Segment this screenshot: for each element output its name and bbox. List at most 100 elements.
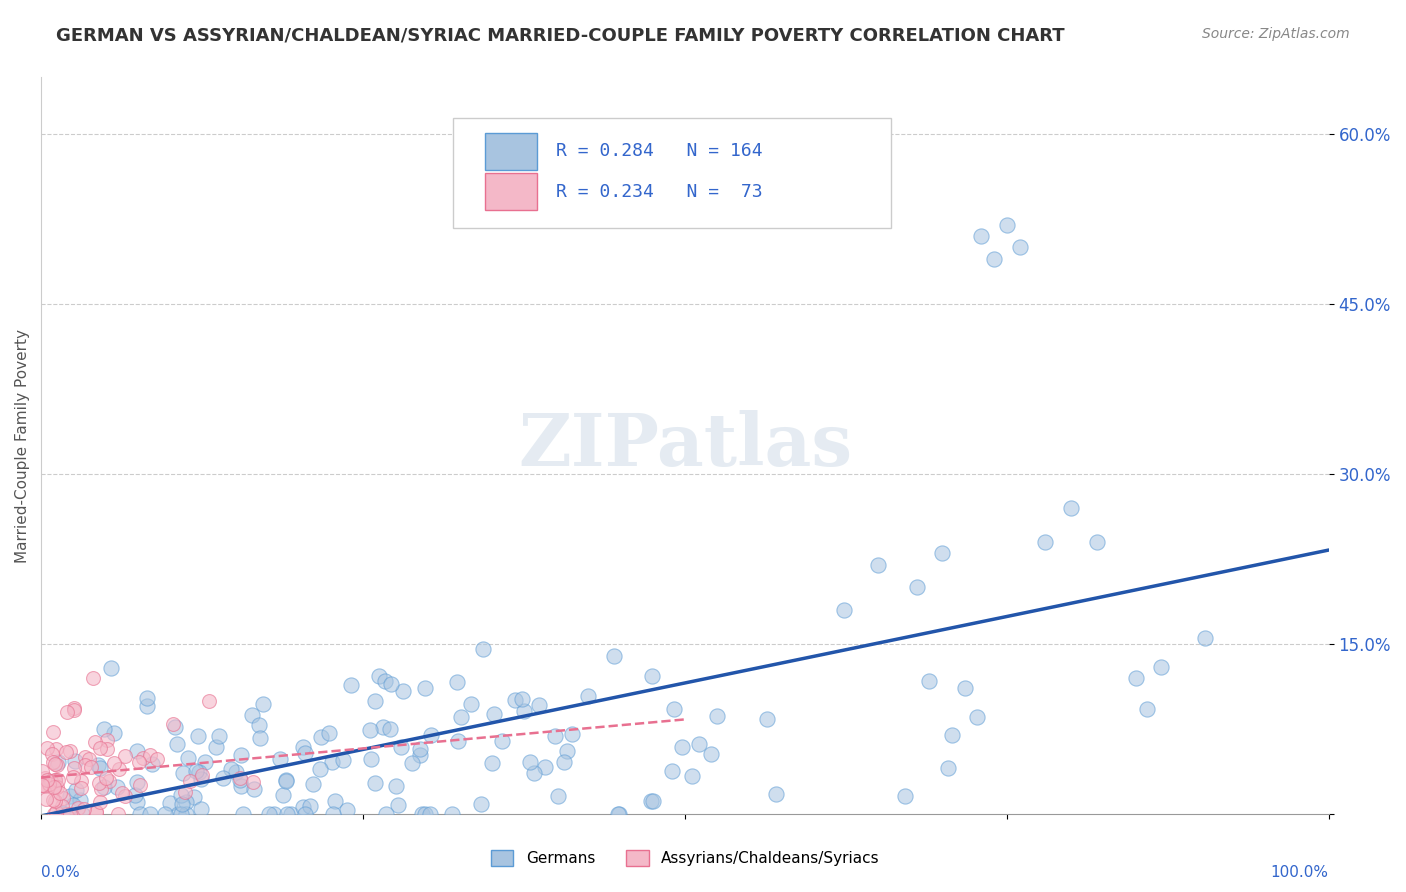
Point (229, 747, 252, 762)
Point (460, 697, 482, 711)
Point (242, 775, 264, 789)
Point (893, 789, 915, 803)
Point (172, 797, 194, 811)
Point (139, 747, 162, 762)
Point (59, 789, 82, 803)
Point (966, 710, 988, 724)
Point (706, 709, 728, 723)
Point (321, 756, 343, 770)
Point (204, 740, 226, 755)
Point (941, 728, 963, 742)
Point (170, 788, 193, 802)
Point (392, 684, 415, 698)
Point (166, 806, 188, 821)
Point (42, 780, 65, 794)
Point (46, 755, 69, 769)
Point (247, 717, 270, 731)
Point (257, 806, 280, 821)
Point (229, 771, 252, 785)
Point (1060, 501, 1083, 516)
Point (249, 731, 271, 746)
Point (174, 806, 197, 821)
Point (336, 803, 359, 817)
Point (1125, 671, 1147, 685)
Point (49, 786, 72, 800)
Point (446, 675, 468, 690)
Point (63, 761, 86, 775)
Point (66, 800, 89, 814)
Point (983, 252, 1005, 266)
Point (62, 797, 84, 812)
Point (84, 735, 107, 749)
Point (44, 779, 66, 793)
Point (1035, 535, 1057, 549)
Point (45, 741, 67, 756)
Point (84, 805, 107, 820)
Point (955, 681, 977, 695)
Point (194, 755, 217, 769)
Point (163, 720, 186, 734)
Point (219, 763, 242, 777)
Point (936, 761, 959, 775)
Point (183, 789, 205, 804)
Point (553, 756, 575, 770)
Point (1136, 702, 1159, 716)
Point (125, 744, 148, 758)
Point (294, 806, 316, 821)
Point (89, 741, 111, 756)
Point (325, 794, 347, 808)
Point (38, 777, 60, 791)
Point (35, 792, 58, 806)
FancyBboxPatch shape (485, 133, 537, 169)
FancyBboxPatch shape (485, 173, 537, 210)
Point (212, 771, 235, 785)
Point (519, 756, 541, 770)
Point (191, 768, 214, 782)
Point (607, 806, 630, 821)
Point (107, 806, 129, 821)
Point (309, 730, 332, 744)
Point (186, 764, 208, 778)
Point (34, 779, 56, 793)
Point (363, 776, 385, 790)
Point (359, 723, 381, 737)
Point (641, 794, 664, 808)
Point (380, 676, 402, 690)
Point (89, 776, 111, 790)
Point (141, 757, 163, 772)
Point (59, 806, 82, 821)
Point (332, 753, 354, 767)
Point (69, 793, 91, 807)
Point (128, 806, 150, 821)
Point (364, 694, 387, 708)
Point (360, 752, 382, 766)
Point (503, 693, 526, 707)
Point (318, 726, 340, 740)
Point (159, 796, 181, 810)
Point (31, 778, 53, 792)
Point (561, 727, 583, 741)
Point (70, 806, 93, 821)
Point (162, 716, 184, 731)
Point (177, 751, 200, 765)
Point (46, 758, 69, 772)
Point (73, 758, 96, 772)
Point (832, 603, 855, 617)
Point (105, 780, 128, 794)
Point (263, 806, 285, 821)
Point (132, 750, 155, 764)
Point (603, 648, 626, 663)
Point (481, 756, 503, 770)
Point (128, 755, 150, 769)
Text: GERMAN VS ASSYRIAN/CHALDEAN/SYRIAC MARRIED-COUPLE FAMILY POVERTY CORRELATION CHA: GERMAN VS ASSYRIAN/CHALDEAN/SYRIAC MARRI… (56, 27, 1064, 45)
Point (42, 793, 65, 807)
Point (82, 671, 104, 685)
Point (1085, 535, 1108, 549)
Point (544, 730, 567, 744)
Point (145, 752, 167, 766)
Point (1150, 659, 1173, 673)
Point (41, 756, 63, 770)
Point (63, 701, 86, 715)
Point (1008, 240, 1031, 254)
Point (523, 765, 546, 780)
